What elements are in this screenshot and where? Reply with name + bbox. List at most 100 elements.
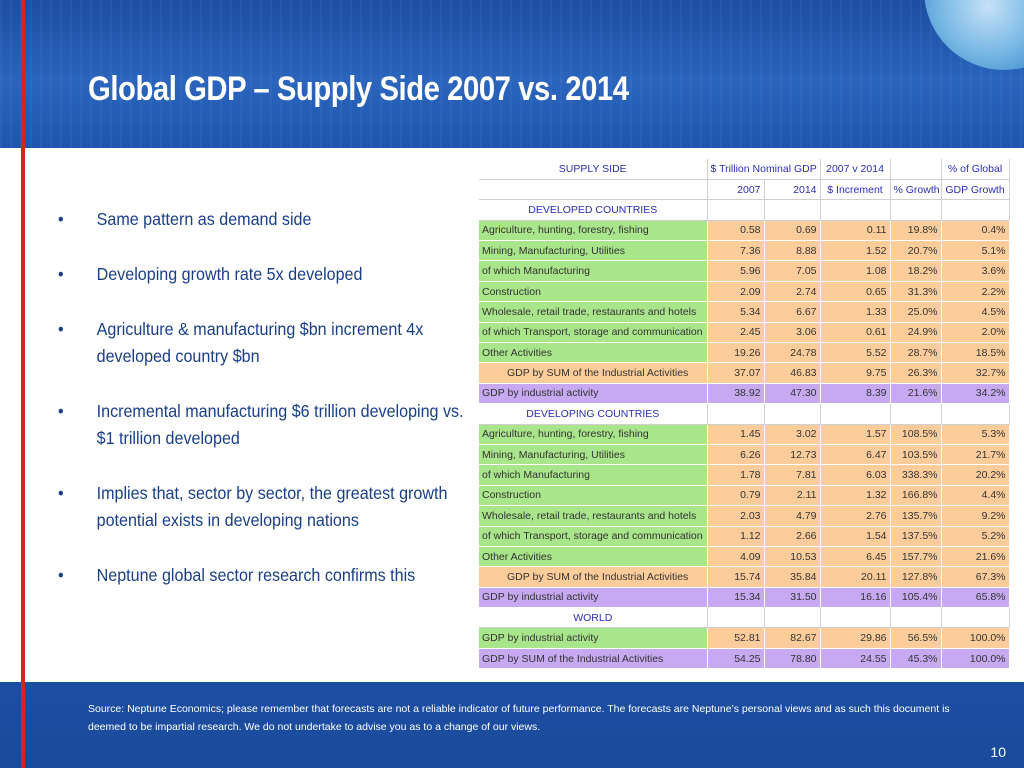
row-value: 8.88	[764, 240, 821, 262]
row-value: 5.34	[707, 301, 765, 323]
table-row: Other Activities 4.09 10.53 6.45 157.7% 21.6%	[479, 546, 1010, 568]
row-value: 5.96	[707, 260, 765, 282]
bullet-text: Implies that, sector by sector, the grea…	[96, 483, 448, 530]
bullet-marker: •	[58, 209, 64, 229]
bullet-item: • Neptune global sector research confirms…	[58, 562, 474, 589]
row-value: 5.2%	[941, 526, 1010, 547]
row-value: 34.2%	[941, 383, 1010, 405]
row-value: 0.58	[707, 220, 765, 242]
row-value: 35.84	[764, 566, 821, 588]
table-row: of which Manufacturing 1.78 7.81 6.03 338.3%…	[479, 464, 1010, 486]
row-value: 2.45	[707, 322, 765, 344]
section-blank	[764, 199, 821, 221]
row-value: 2.66	[764, 526, 821, 547]
bullet-marker: •	[58, 401, 64, 421]
row-label: GDP by industrial activity	[479, 587, 708, 609]
section-blank	[820, 607, 891, 629]
header-blank	[479, 179, 708, 201]
row-value: 1.08	[820, 260, 891, 282]
bullet-item: • Developing growth rate 5x developed	[58, 261, 474, 288]
row-value: 7.81	[764, 464, 821, 486]
section-title: DEVELOPING COUNTRIES	[479, 403, 708, 425]
row-value: 65.8%	[941, 587, 1010, 609]
table-row: Wholesale, retail trade, restaurants and…	[479, 505, 1010, 527]
accent-line-body	[21, 148, 25, 682]
row-label: Mining, Manufacturing, Utilities	[479, 444, 708, 466]
table-row: of which Transport, storage and communic…	[479, 526, 1010, 547]
row-value: 135.7%	[890, 505, 942, 527]
row-value: 19.26	[707, 342, 765, 364]
row-value: 5.1%	[941, 240, 1010, 262]
table-row: Agriculture, hunting, forestry, fishing 1…	[479, 424, 1010, 445]
row-value: 0.61	[820, 322, 891, 344]
bullet-list: • Same pattern as demand side • Developing …	[58, 206, 478, 617]
row-label: of which Transport, storage and communic…	[479, 322, 708, 344]
row-value: 1.12	[707, 526, 765, 547]
row-value: 78.80	[764, 648, 821, 670]
row-value: 7.36	[707, 240, 765, 262]
row-value: 26.3%	[890, 362, 942, 384]
row-label: Other Activities	[479, 546, 708, 568]
row-value: 47.30	[764, 383, 821, 405]
header-increment: $ Increment	[820, 179, 891, 201]
row-label: of which Manufacturing	[479, 260, 708, 282]
row-label: Construction	[479, 485, 708, 507]
section-blank	[764, 607, 821, 629]
row-value: 6.47	[820, 444, 891, 466]
row-value: 4.5%	[941, 301, 1010, 323]
row-value: 338.3%	[890, 464, 942, 486]
row-value: 31.50	[764, 587, 821, 609]
header-2007: 2007	[707, 179, 765, 201]
section-blank	[764, 403, 821, 425]
row-value: 19.8%	[890, 220, 942, 242]
row-value: 18.2%	[890, 260, 942, 282]
row-value: 21.6%	[890, 383, 942, 405]
header-gdp-growth: GDP Growth	[941, 179, 1010, 201]
table-row: GDP by industrial activity 15.34 31.50 16.1…	[479, 587, 1010, 609]
row-label: GDP by SUM of the Industrial Activities	[479, 648, 708, 670]
row-label: Wholesale, retail trade, restaurants and…	[479, 505, 708, 527]
row-value: 37.07	[707, 362, 765, 384]
row-value: 15.74	[707, 566, 765, 588]
section-title: DEVELOPED COUNTRIES	[479, 199, 708, 221]
bullet-item: • Implies that, sector by sector, the gre…	[58, 480, 474, 534]
row-value: 2.09	[707, 281, 765, 303]
section-blank	[707, 403, 765, 425]
row-value: 45.3%	[890, 648, 942, 670]
row-label: GDP by industrial activity	[479, 383, 708, 405]
table-row: GDP by SUM of the Industrial Activities 1…	[479, 566, 1010, 588]
row-value: 1.52	[820, 240, 891, 262]
table-row: of which Transport, storage and communic…	[479, 322, 1010, 344]
row-value: 108.5%	[890, 424, 942, 445]
section-row: DEVELOPING COUNTRIES	[479, 403, 1010, 425]
bullet-marker: •	[58, 319, 64, 339]
table-row: GDP by SUM of the Industrial Activities 5…	[479, 648, 1010, 670]
row-value: 54.25	[707, 648, 765, 670]
bullet-marker: •	[58, 264, 64, 284]
table-row: GDP by industrial activity 38.92 47.30 8.39…	[479, 383, 1010, 405]
page-number: 10	[990, 744, 1006, 760]
row-value: 157.7%	[890, 546, 942, 568]
section-blank	[820, 199, 891, 221]
row-value: 32.7%	[941, 362, 1010, 384]
row-value: 103.5%	[890, 444, 942, 466]
row-label: of which Transport, storage and communic…	[479, 526, 708, 547]
section-blank	[820, 403, 891, 425]
row-value: 2.76	[820, 505, 891, 527]
row-value: 0.79	[707, 485, 765, 507]
row-value: 52.81	[707, 627, 765, 649]
bullet-item: • Agriculture & manufacturing $bn increme…	[58, 316, 474, 370]
row-value: 2.11	[764, 485, 821, 507]
section-blank	[890, 607, 942, 629]
row-value: 5.52	[820, 342, 891, 364]
row-label: GDP by industrial activity	[479, 627, 708, 649]
bullet-text: Developing growth rate 5x developed	[96, 264, 363, 284]
row-value: 3.02	[764, 424, 821, 445]
row-value: 4.79	[764, 505, 821, 527]
row-value: 18.5%	[941, 342, 1010, 364]
row-value: 1.33	[820, 301, 891, 323]
row-value: 4.4%	[941, 485, 1010, 507]
row-value: 2.0%	[941, 322, 1010, 344]
bullet-marker: •	[58, 483, 64, 503]
section-blank	[890, 199, 942, 221]
